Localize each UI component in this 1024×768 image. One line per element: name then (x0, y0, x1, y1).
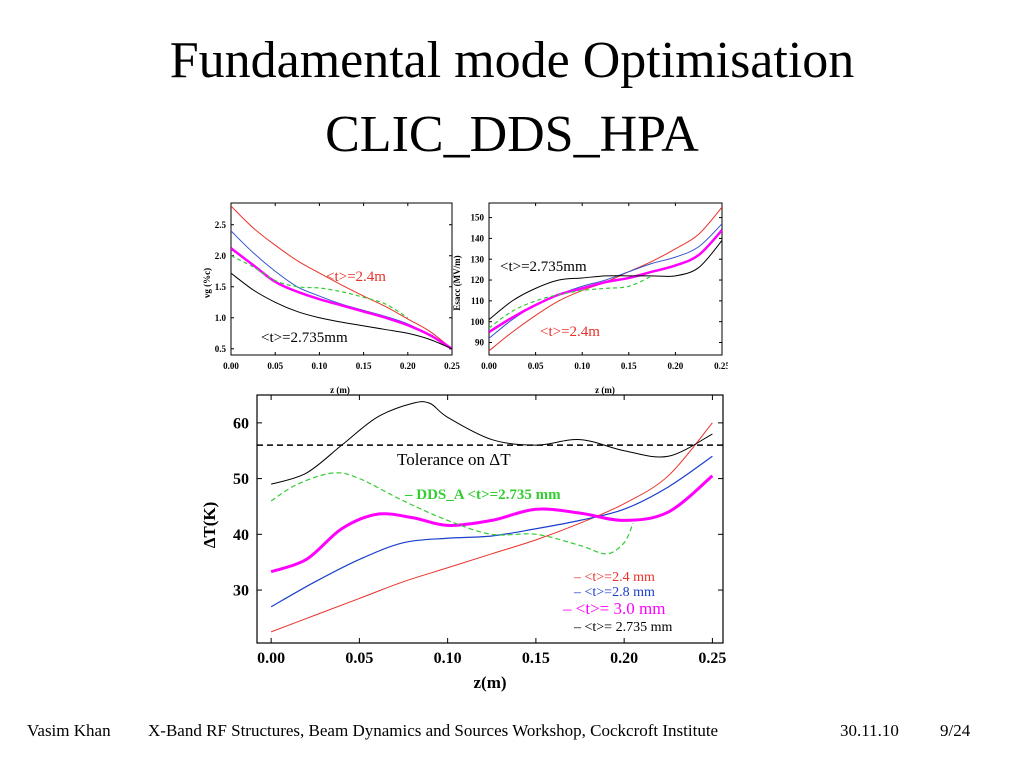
x-tick-label: 0.25 (444, 361, 460, 371)
x-tick-label: 0.05 (528, 361, 544, 371)
series-line-2 (270, 474, 714, 574)
x-tick-label: 0.10 (434, 650, 462, 667)
series-line-4 (231, 272, 452, 350)
series-line-4 (270, 401, 713, 485)
series-line-0 (231, 205, 452, 350)
x-tick-label: 0.20 (668, 361, 684, 371)
x-tick-label: 0.05 (345, 650, 373, 667)
x-axis-label: z(m) (473, 673, 506, 692)
y-tick-label: 120 (471, 275, 485, 285)
legend-entry: – <t>= 3.0 mm (562, 599, 665, 618)
x-tick-label: 0.15 (356, 361, 372, 371)
y-tick-label: 1.0 (215, 313, 227, 323)
y-tick-label: 40 (233, 527, 249, 544)
y-tick-label: 140 (471, 234, 485, 244)
slide-title-line-1: Fundamental mode Optimisation (169, 32, 855, 89)
legend-entry: – <t>=2.8 mm (573, 585, 655, 600)
footer-date: 30.11.10 (840, 721, 899, 740)
y-tick-label: 150 (471, 213, 485, 223)
x-tick-label: 0.10 (574, 361, 590, 371)
slide-title-line-2: CLIC_DDS_HPA (325, 106, 699, 163)
annotation-label: <t>=2.4m (540, 324, 600, 340)
series-line-1 (270, 455, 713, 608)
annotation-label: <t>=2.735mm (261, 330, 348, 346)
x-tick-label: 0.05 (267, 361, 283, 371)
y-tick-label: 2.5 (215, 220, 227, 230)
y-tick-label: 50 (233, 471, 249, 488)
footer-event: X-Band RF Structures, Beam Dynamics and … (148, 721, 719, 740)
tolerance-label: Tolerance on ΔT (397, 450, 511, 469)
series-line-3 (231, 255, 409, 319)
x-tick-label: 0.25 (714, 361, 728, 371)
x-tick-label: 0.20 (400, 361, 416, 371)
x-tick-label: 0.15 (621, 361, 637, 371)
y-tick-label: 60 (233, 415, 249, 432)
x-axis-label: z (m) (595, 385, 615, 395)
legend-entry: – DDS_A <t>=2.735 mm (404, 487, 561, 503)
series-line-3 (489, 275, 653, 329)
y-axis-label: vg (%c) (202, 268, 212, 298)
plot-frame (488, 202, 723, 356)
x-tick-label: 0.15 (522, 650, 550, 667)
chart-accelerating-field: 0.00 0.05 0.10 0.15 0.20 0.25 90 100 110 120 130 14… (452, 202, 728, 395)
y-axis-label: Esacc (MV/m) (452, 255, 462, 310)
x-tick-label: 0.00 (257, 650, 285, 667)
annotation-label: <t>=2.4m (326, 269, 386, 285)
y-tick-label: 30 (233, 583, 249, 600)
series-line-0 (270, 422, 713, 633)
y-tick-label: 1.5 (215, 282, 227, 292)
series-line-3 (270, 472, 634, 555)
footer-page: 9/24 (940, 721, 971, 740)
x-tick-label: 0.10 (312, 361, 328, 371)
footer-author: Vasim Khan (27, 721, 111, 740)
legend-entry: – <t>= 2.735 mm (573, 620, 672, 635)
x-tick-label: 0.00 (481, 361, 497, 371)
annotation-label: <t>=2.735mm (500, 259, 587, 275)
y-tick-label: 0.5 (215, 344, 227, 354)
x-tick-label: 0.20 (610, 650, 638, 667)
x-tick-label: 0.00 (223, 361, 239, 371)
y-tick-label: 130 (471, 254, 485, 264)
x-tick-label: 0.25 (698, 650, 726, 667)
plot-frame (230, 202, 453, 356)
chart-temperature-rise: 0.00 0.05 0.10 0.15 0.20 0.25 30 40 50 60 z(m) ΔT(K… (200, 394, 726, 692)
y-tick-label: 110 (471, 296, 485, 306)
legend-entry: – <t>=2.4 mm (573, 570, 655, 585)
x-axis-label: z (m) (330, 385, 350, 395)
y-tick-label: 100 (471, 317, 485, 327)
y-tick-label: 2.0 (215, 251, 227, 261)
series-line-2 (489, 229, 722, 334)
chart-group-velocity: 0.00 0.05 0.10 0.15 0.20 0.25 0.5 1.0 1.5 2.0 2.5 z… (202, 202, 460, 395)
y-tick-label: 90 (475, 338, 485, 348)
series-line-4 (489, 240, 722, 320)
y-axis-label: ΔT(K) (200, 502, 219, 549)
